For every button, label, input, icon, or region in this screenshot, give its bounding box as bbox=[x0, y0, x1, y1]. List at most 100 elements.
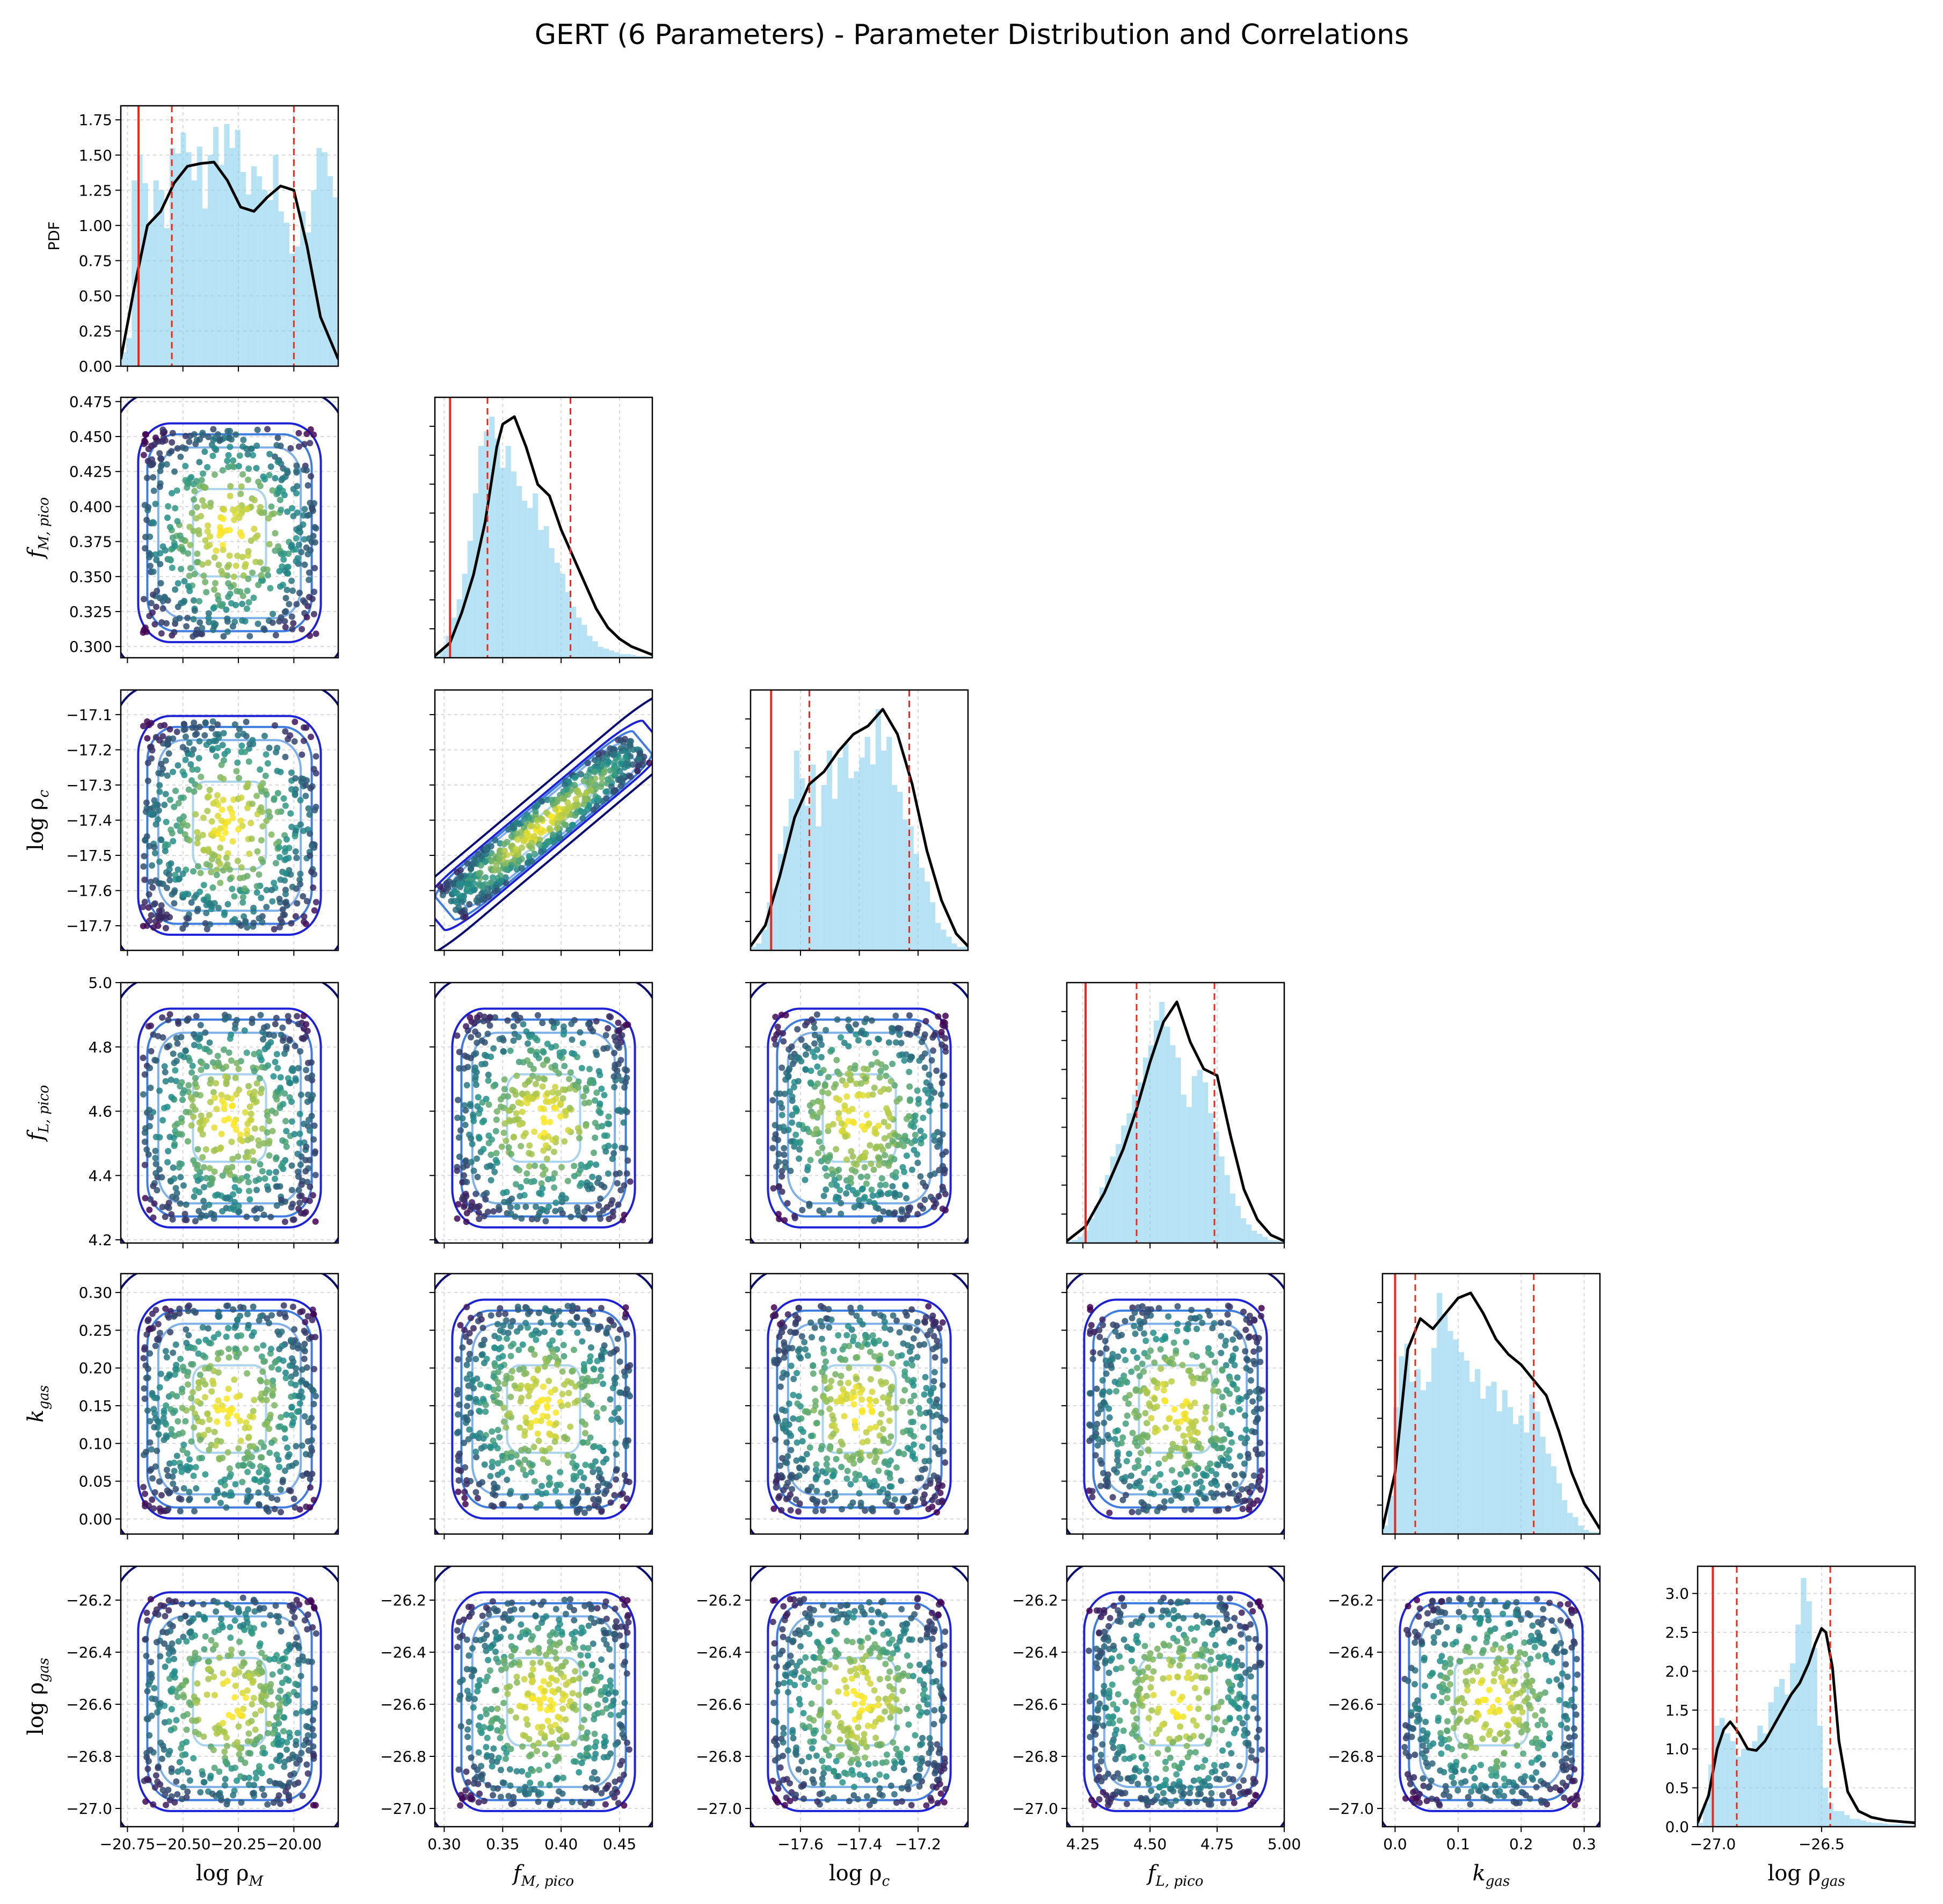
scatter-point bbox=[463, 1218, 470, 1225]
scatter-point bbox=[292, 827, 299, 834]
scatter-point bbox=[849, 1187, 856, 1194]
scatter-point bbox=[881, 1135, 888, 1142]
scatter-point bbox=[189, 1063, 196, 1070]
scatter-point bbox=[193, 559, 200, 566]
scatter-point bbox=[173, 729, 180, 736]
scatter-point bbox=[177, 1052, 184, 1059]
scatter-point bbox=[213, 737, 220, 744]
scatter-point bbox=[217, 880, 224, 886]
hist-bar bbox=[538, 529, 544, 658]
scatter-point bbox=[478, 1351, 485, 1358]
scatter-point bbox=[496, 1385, 503, 1392]
scatter-point bbox=[288, 1098, 295, 1105]
scatter-point bbox=[614, 1067, 621, 1074]
scatter-point bbox=[497, 1305, 504, 1312]
scatter-point bbox=[612, 1143, 618, 1150]
scatter-point bbox=[819, 1144, 826, 1151]
scatter-point bbox=[249, 569, 256, 576]
scatter-point bbox=[620, 1503, 627, 1510]
scatter-point bbox=[288, 1187, 295, 1194]
hist-bar bbox=[751, 947, 756, 950]
scatter-point bbox=[566, 1075, 573, 1082]
scatter-point bbox=[819, 1088, 826, 1095]
scatter-point bbox=[164, 1159, 171, 1166]
scatter-point bbox=[191, 1424, 198, 1431]
scatter-point bbox=[210, 1147, 217, 1154]
scatter-point bbox=[621, 1472, 628, 1479]
scatter-point bbox=[238, 742, 245, 749]
scatter-point bbox=[916, 1057, 923, 1064]
scatter-point bbox=[259, 1125, 266, 1132]
scatter-point bbox=[142, 1195, 149, 1202]
scatter-point bbox=[507, 1210, 514, 1217]
scatter-point bbox=[214, 744, 221, 751]
scatter-point bbox=[215, 1331, 222, 1338]
scatter-point bbox=[174, 1040, 181, 1047]
scatter-point bbox=[248, 1110, 254, 1117]
scatter-point bbox=[287, 871, 294, 878]
scatter-point bbox=[184, 484, 191, 491]
scatter-point bbox=[480, 1146, 487, 1153]
y-tick-label: −17.4 bbox=[66, 812, 112, 830]
scatter-point bbox=[501, 840, 508, 847]
scatter-point bbox=[804, 1164, 811, 1171]
scatter-point bbox=[466, 1131, 473, 1138]
scatter-point bbox=[581, 1208, 588, 1215]
scatter-point bbox=[501, 1198, 508, 1205]
scatter-point bbox=[483, 1190, 490, 1197]
hist-bar bbox=[592, 641, 598, 658]
scatter-point bbox=[775, 1136, 782, 1143]
scatter-point bbox=[838, 1120, 845, 1127]
scatter-point bbox=[493, 1108, 500, 1115]
scatter-point bbox=[292, 718, 299, 725]
scatter-point bbox=[527, 1308, 534, 1315]
scatter-point bbox=[231, 1025, 238, 1032]
scatter-point bbox=[297, 870, 304, 877]
plot-area bbox=[121, 1274, 338, 1534]
scatter-point bbox=[307, 426, 314, 433]
y-tick-label: 0.30 bbox=[79, 1284, 112, 1302]
scatter-point bbox=[205, 793, 212, 800]
scatter-point bbox=[574, 1208, 581, 1215]
scatter-point bbox=[616, 1358, 623, 1365]
scatter-point bbox=[165, 1016, 172, 1023]
scatter-point bbox=[291, 738, 298, 745]
scatter-point bbox=[190, 616, 197, 623]
scatter-point bbox=[176, 1305, 183, 1312]
scatter-point bbox=[594, 1357, 601, 1364]
hist-bar bbox=[1132, 1094, 1138, 1243]
scatter-point bbox=[540, 1171, 547, 1178]
scatter-point bbox=[175, 876, 182, 883]
scatter-point bbox=[206, 541, 213, 548]
scatter-point bbox=[231, 721, 238, 728]
scatter-point bbox=[196, 1379, 203, 1386]
scatter-point bbox=[207, 1099, 214, 1106]
scatter-point bbox=[506, 1117, 513, 1124]
scatter-point bbox=[237, 817, 244, 824]
scatter-point bbox=[926, 1108, 933, 1115]
scatter-point bbox=[295, 1065, 302, 1072]
scatter-point bbox=[257, 1313, 264, 1320]
y-axis-label-k_gas: kgas bbox=[24, 1385, 52, 1423]
scatter-point bbox=[567, 1379, 574, 1386]
scatter-point bbox=[587, 1206, 594, 1213]
scatter-point bbox=[205, 1365, 212, 1372]
scatter-point bbox=[191, 488, 198, 495]
scatter-point bbox=[552, 1084, 559, 1091]
scatter-point bbox=[885, 1439, 892, 1446]
scatter-point bbox=[456, 1065, 463, 1072]
scatter-point bbox=[485, 1132, 492, 1139]
scatter-point bbox=[157, 580, 164, 587]
hist-bar bbox=[946, 936, 952, 950]
hist-bar bbox=[614, 652, 620, 658]
scatter-point bbox=[171, 1122, 178, 1129]
scatter-point bbox=[168, 1211, 175, 1218]
scatter-point bbox=[874, 1059, 881, 1066]
scatter-point bbox=[833, 1057, 840, 1064]
scatter-point bbox=[286, 601, 293, 608]
scatter-point bbox=[206, 1201, 213, 1208]
scatter-point bbox=[935, 1450, 942, 1457]
y-tick-label: 0.50 bbox=[79, 287, 112, 305]
scatter-point bbox=[182, 1418, 189, 1425]
scatter-point bbox=[190, 868, 197, 875]
